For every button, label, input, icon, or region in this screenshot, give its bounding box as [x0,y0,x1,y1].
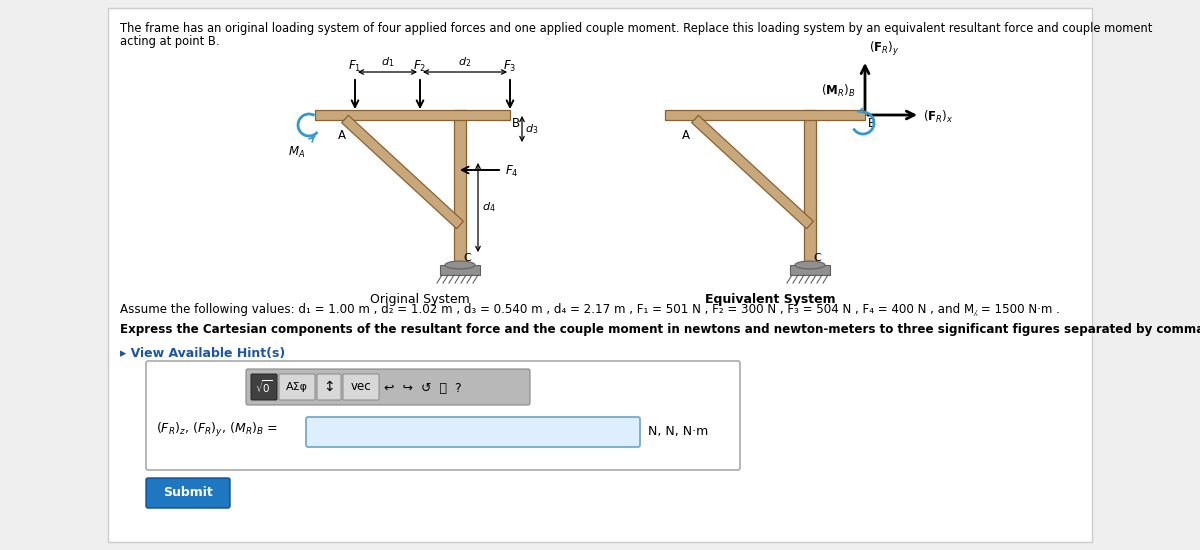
Text: Assume the following values: d₁ = 1.00 m , d₂ = 1.02 m , d₃ = 0.540 m , d₄ = 2.1: Assume the following values: d₁ = 1.00 m… [120,303,1060,316]
Polygon shape [691,116,814,229]
Text: A: A [682,129,690,142]
Text: C: C [463,253,470,263]
Text: Express the Cartesian components of the resultant force and the couple moment in: Express the Cartesian components of the … [120,323,1200,336]
Text: $F_2$: $F_2$ [414,59,426,74]
Text: ↕: ↕ [323,380,335,394]
FancyBboxPatch shape [146,361,740,470]
Text: $d_3$: $d_3$ [526,122,539,136]
Text: $F_1$: $F_1$ [348,59,361,74]
FancyBboxPatch shape [278,374,314,400]
Text: $F_3$: $F_3$ [503,59,517,74]
Bar [440,265,480,275]
Polygon shape [454,110,466,265]
FancyBboxPatch shape [317,374,341,400]
Text: $(\mathbf{M}_R)_B$: $(\mathbf{M}_R)_B$ [821,83,854,99]
Text: $d_4$: $d_4$ [482,201,496,214]
Text: $d_1$: $d_1$ [380,55,394,69]
Text: AΣφ: AΣφ [286,382,308,392]
FancyBboxPatch shape [246,369,530,405]
Text: ▸ View Available Hint(s): ▸ View Available Hint(s) [120,347,286,360]
Text: $(F_R)_z$, $(F_R)_y$, $(M_R)_B$ =: $(F_R)_z$, $(F_R)_y$, $(M_R)_B$ = [156,421,278,439]
Text: acting at point B.: acting at point B. [120,35,220,48]
Polygon shape [314,110,510,120]
Text: Equivalent System: Equivalent System [704,293,835,306]
FancyBboxPatch shape [251,374,277,400]
Text: $F_4$: $F_4$ [505,163,518,179]
Text: B: B [512,117,520,130]
Text: A: A [338,129,346,142]
Text: Original System: Original System [370,293,470,306]
Text: $\sqrt{0}$: $\sqrt{0}$ [256,378,272,395]
Polygon shape [804,110,816,265]
FancyBboxPatch shape [343,374,379,400]
Ellipse shape [445,261,475,269]
Text: C: C [814,253,821,263]
Bar [790,265,830,275]
Text: N, N, N·m: N, N, N·m [648,426,708,438]
FancyBboxPatch shape [108,8,1092,542]
Polygon shape [342,116,463,229]
Polygon shape [665,110,865,120]
Text: $d_2$: $d_2$ [458,55,472,69]
Text: vec: vec [350,381,371,393]
FancyBboxPatch shape [306,417,640,447]
FancyBboxPatch shape [146,478,230,508]
Text: ↩  ↪  ↺  ⬜  ?: ↩ ↪ ↺ ⬜ ? [384,382,462,394]
Text: Submit: Submit [163,487,212,499]
Text: $(\mathbf{F}_R)_y$: $(\mathbf{F}_R)_y$ [869,40,900,58]
Ellipse shape [796,261,826,269]
Text: $(\mathbf{F}_R)_x$: $(\mathbf{F}_R)_x$ [923,109,954,125]
Text: The frame has an original loading system of four applied forces and one applied : The frame has an original loading system… [120,22,1152,35]
Text: B: B [868,117,876,130]
Text: $M_A$: $M_A$ [288,145,305,160]
